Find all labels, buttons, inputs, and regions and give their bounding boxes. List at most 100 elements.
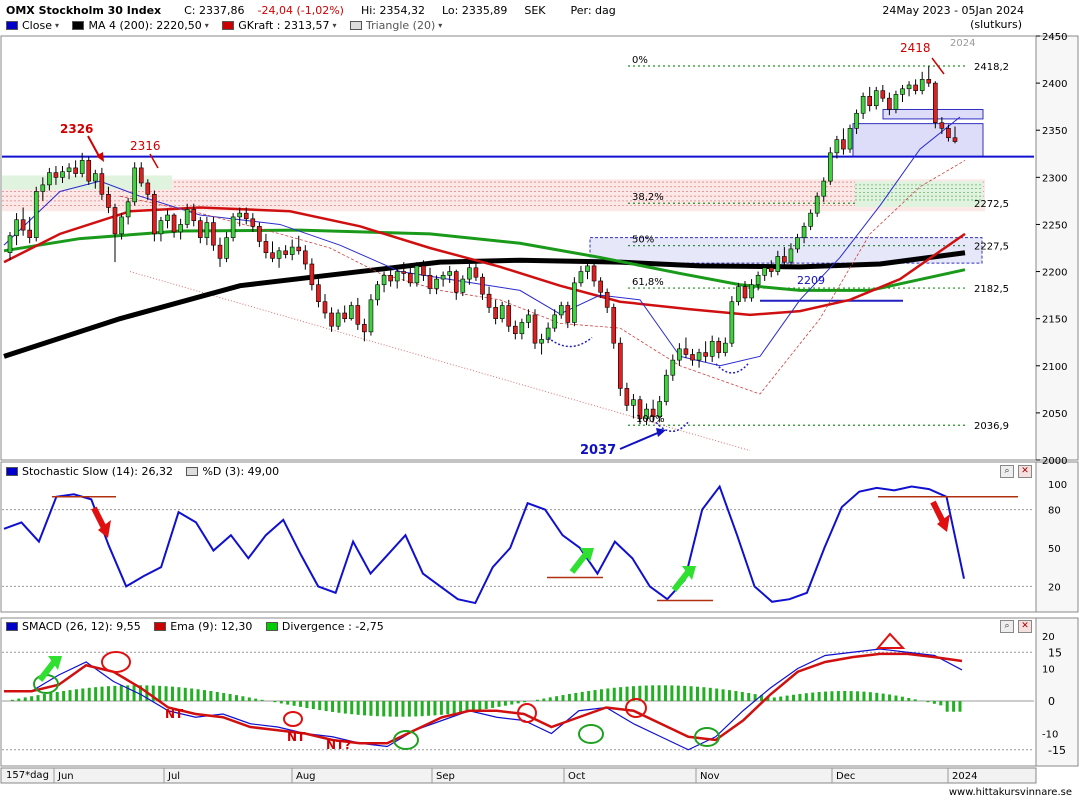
y-tick-label: 2200 bbox=[1042, 268, 1067, 279]
close-icon[interactable]: ✕ bbox=[1018, 620, 1032, 633]
divergence-bar bbox=[728, 690, 732, 701]
y-tick-label: 80 bbox=[1048, 506, 1061, 517]
nt-label: NT bbox=[165, 707, 184, 721]
legend-smacd[interactable]: SMACD (26, 12): 9,55 bbox=[6, 620, 141, 633]
divergence-bar bbox=[599, 689, 603, 701]
divergence-bar bbox=[177, 687, 181, 701]
support-zone bbox=[855, 181, 983, 208]
x-tick-label: Oct bbox=[568, 771, 585, 782]
legend-gkraft[interactable]: GKraft : 2313,57 ▾ bbox=[222, 19, 336, 32]
zoom-icon[interactable]: ⌕ bbox=[1000, 465, 1014, 478]
divergence-bar bbox=[279, 701, 283, 704]
candle-body bbox=[873, 90, 879, 107]
divergence-bar bbox=[260, 699, 264, 701]
legend-ma[interactable]: MA 4 (200): 2220,50 ▾ bbox=[72, 19, 209, 32]
divergence-bar bbox=[817, 692, 821, 701]
candle-body bbox=[709, 340, 715, 357]
candle-body bbox=[145, 182, 151, 195]
buy-arrow-icon bbox=[569, 552, 589, 574]
divergence-bar bbox=[625, 686, 629, 701]
divergence-bar bbox=[10, 699, 14, 701]
divergence-bar bbox=[23, 697, 27, 701]
divergence-bar bbox=[747, 693, 751, 701]
currency-label: SEK bbox=[524, 4, 546, 17]
y-tick-label: 2000 bbox=[1042, 456, 1067, 467]
divergence-bar bbox=[138, 685, 142, 701]
candle-body bbox=[421, 265, 426, 276]
divergence-bar bbox=[273, 701, 277, 703]
divergence-bar bbox=[164, 686, 168, 701]
divergence-bar bbox=[196, 689, 200, 701]
candle-body bbox=[578, 271, 584, 284]
divergence-bar bbox=[30, 696, 34, 701]
divergence-bar bbox=[811, 692, 815, 701]
candle-body bbox=[644, 408, 649, 419]
divergence-bar bbox=[55, 691, 59, 701]
pane-frame bbox=[0, 461, 1037, 613]
legend-stoch[interactable]: Stochastic Slow (14): 26,32 bbox=[6, 465, 173, 478]
candle-body bbox=[539, 339, 544, 344]
chevron-down-icon[interactable]: ▾ bbox=[438, 21, 443, 30]
divergence-bar bbox=[785, 695, 789, 701]
candle-body bbox=[381, 275, 387, 286]
candle-body bbox=[289, 246, 295, 255]
smacd-line bbox=[4, 648, 963, 751]
close-note: (slutkurs) bbox=[970, 18, 1022, 31]
candle-body bbox=[860, 96, 866, 114]
legend-gkraft-swatch bbox=[222, 21, 235, 30]
divergence-bar bbox=[894, 695, 898, 701]
candle-body bbox=[572, 282, 577, 323]
candle-body bbox=[624, 388, 630, 406]
candle-body bbox=[362, 324, 367, 333]
chevron-down-icon[interactable]: ▾ bbox=[54, 21, 59, 30]
divergence-bar bbox=[183, 687, 187, 701]
fib-label: 61,8% bbox=[632, 277, 664, 288]
divergence-bar bbox=[631, 686, 635, 701]
buy-signal-circle bbox=[694, 727, 720, 747]
legend-triangle-swatch bbox=[349, 21, 362, 30]
sell-arrow-head-icon bbox=[98, 520, 111, 538]
divergence-bar bbox=[836, 691, 840, 701]
divergence-bar bbox=[337, 701, 341, 713]
candle-body bbox=[696, 352, 702, 361]
y-tick-label: 100 bbox=[1048, 480, 1067, 491]
candle-body bbox=[27, 229, 32, 238]
macd-legend: SMACD (26, 12): 9,55 Ema (9): 12,30 Dive… bbox=[6, 620, 394, 634]
divergence-bar bbox=[439, 701, 443, 715]
candle-body bbox=[467, 267, 472, 280]
close-icon[interactable]: ✕ bbox=[1018, 465, 1032, 478]
candle-body bbox=[716, 340, 722, 353]
candle-body bbox=[513, 325, 518, 335]
legend-stoch-d[interactable]: %D (3): 49,00 bbox=[186, 465, 279, 478]
divergence-bar bbox=[324, 701, 328, 712]
legend-divergence[interactable]: Divergence : -2,75 bbox=[265, 620, 384, 633]
candle-body bbox=[14, 219, 19, 237]
annotation-2418: 2418 bbox=[900, 41, 931, 55]
legend-triangle[interactable]: Triangle (20) ▾ bbox=[349, 19, 443, 32]
candle-body bbox=[217, 244, 223, 259]
sell-arrow-head-icon bbox=[937, 514, 950, 532]
candle-body bbox=[375, 284, 380, 301]
chevron-down-icon[interactable]: ▾ bbox=[332, 21, 337, 30]
y-axis-panel bbox=[1035, 617, 1079, 767]
y-axis-panel bbox=[1035, 35, 1079, 461]
candle-body bbox=[611, 307, 617, 344]
legend-close[interactable]: Close ▾ bbox=[6, 19, 59, 32]
divergence-bar bbox=[471, 701, 475, 711]
arrow-icon bbox=[619, 431, 661, 450]
divergence-bar bbox=[535, 699, 539, 701]
divergence-bar bbox=[190, 688, 194, 701]
candle-body bbox=[309, 263, 315, 286]
candle-body bbox=[329, 312, 334, 327]
candle-body bbox=[270, 252, 275, 259]
chevron-down-icon[interactable]: ▾ bbox=[204, 21, 209, 30]
candle-body bbox=[532, 314, 538, 344]
zoom-icon[interactable]: ⌕ bbox=[1000, 620, 1014, 633]
candle-body bbox=[946, 128, 951, 139]
divergence-bar bbox=[119, 685, 123, 701]
divergence-bar bbox=[215, 691, 219, 701]
candle-body bbox=[499, 305, 505, 319]
legend-ema[interactable]: Ema (9): 12,30 bbox=[154, 620, 252, 633]
candle-body bbox=[47, 172, 52, 186]
